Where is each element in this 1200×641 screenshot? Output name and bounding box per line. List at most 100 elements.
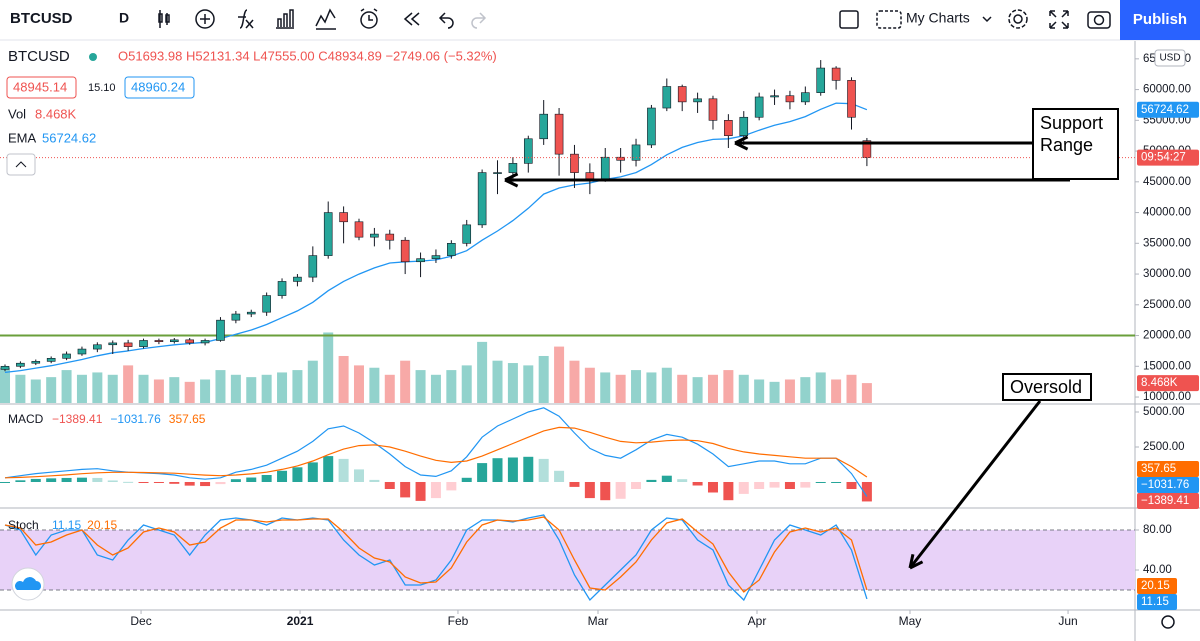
volume-bar (292, 370, 303, 403)
volume-bar (153, 379, 164, 403)
candle-body (662, 86, 672, 109)
volume-bar (215, 370, 226, 403)
candle-body (293, 276, 302, 282)
histogram-bar (184, 481, 195, 486)
volume-bar (415, 370, 426, 403)
volume-bar (538, 355, 549, 403)
candle-body (523, 138, 533, 164)
volume-bar (46, 377, 57, 403)
histogram-bar (92, 477, 103, 482)
publish-button[interactable] (1120, 0, 1200, 40)
volume-bar (738, 374, 749, 403)
ask: 48960.24 (131, 79, 185, 94)
arrow-head (908, 553, 924, 570)
candle-body (139, 340, 148, 347)
symbol[interactable]: BTCUSD (10, 10, 73, 27)
candle-body (616, 156, 625, 161)
volume-bar (400, 360, 411, 403)
histogram-bar (600, 481, 611, 501)
collapse-button (6, 153, 36, 176)
volume-bar (461, 365, 472, 403)
histogram-bar (707, 481, 718, 493)
histogram-bar (292, 467, 303, 482)
volume-legend-name: Vol (8, 106, 26, 121)
histogram-bar (415, 481, 426, 501)
volume-bar (769, 381, 780, 403)
legend-value: 357.65 (169, 412, 206, 426)
candle-body (693, 98, 702, 103)
candle-body (600, 156, 610, 180)
candle-body (631, 144, 641, 161)
histogram-bar (831, 481, 842, 483)
candle-body (754, 96, 764, 118)
candle-body (262, 295, 271, 313)
interval[interactable]: D (119, 10, 129, 26)
annotation: Support Range (1032, 108, 1119, 180)
histogram-bar (123, 481, 134, 483)
histogram-bar (138, 481, 149, 483)
signal-last-label-box (1137, 461, 1199, 477)
legend-title: BTCUSD (8, 48, 70, 65)
y-tick-label: 25000.00 (1143, 299, 1191, 311)
volume-bar (323, 332, 334, 403)
volume-bar (169, 377, 180, 403)
y-tick-label: 2500.00 (1143, 441, 1185, 453)
series-legend-value: 56724.62 (42, 130, 96, 145)
candle-body (0, 365, 10, 370)
signal-last-label: 357.65 (1141, 463, 1176, 475)
volume-bar (723, 370, 734, 403)
candle-body (585, 172, 595, 180)
histogram-bar (800, 481, 811, 488)
volume-bar (353, 365, 364, 403)
volume-bar (492, 360, 503, 403)
volume-bar (261, 374, 272, 403)
histogram-bar (538, 458, 549, 482)
histogram-bar (107, 480, 118, 482)
volume-bar (477, 341, 488, 403)
x-tick-label: Apr (748, 614, 767, 628)
histogram-bar (215, 481, 226, 485)
candle-body (847, 80, 856, 118)
histogram-bar (0, 481, 11, 483)
axis-column (1135, 41, 1200, 641)
currency-box (1154, 49, 1186, 67)
y-tick-label: 40.00 (1143, 564, 1172, 576)
my-charts[interactable]: My Charts (906, 10, 970, 26)
histogram-bar (631, 481, 642, 489)
histogram-bar (30, 478, 41, 482)
publish-label[interactable]: Publish (1133, 11, 1187, 28)
histogram-bar (646, 479, 657, 482)
annotation: Oversold (1002, 373, 1092, 401)
candle-body (724, 120, 733, 136)
y-tick-label: 80.00 (1143, 524, 1172, 536)
histogram-bar (307, 462, 318, 482)
histogram-bar (815, 481, 826, 483)
histogram-bar (369, 479, 380, 482)
toolbar-icons[interactable] (158, 8, 1111, 30)
candle-body (46, 357, 56, 362)
bid-box (6, 76, 77, 99)
volume-bar (307, 360, 318, 403)
histogram-bar (76, 477, 87, 482)
volume-bar (615, 374, 626, 403)
line (4, 514, 868, 602)
volume-bar (584, 367, 595, 403)
candle-body (416, 258, 425, 263)
candle-body (647, 107, 656, 146)
histogram-bar (277, 470, 288, 482)
histogram-bar (384, 481, 395, 489)
candle-body (200, 340, 210, 344)
candle-body (801, 92, 810, 103)
legend-title: Stoch (8, 518, 39, 532)
settings-icon (1161, 615, 1175, 629)
candle-body (385, 233, 395, 241)
volume-bar (692, 377, 703, 403)
x-tick-label: Jun (1058, 614, 1077, 628)
arrow-head (734, 135, 749, 151)
countdown-box (1137, 149, 1199, 166)
histogram-bar (507, 457, 518, 482)
volume-bar (861, 383, 872, 403)
volume-bar (138, 374, 149, 403)
y-tick-label: 15000.00 (1143, 360, 1191, 372)
candle-body (16, 362, 25, 367)
